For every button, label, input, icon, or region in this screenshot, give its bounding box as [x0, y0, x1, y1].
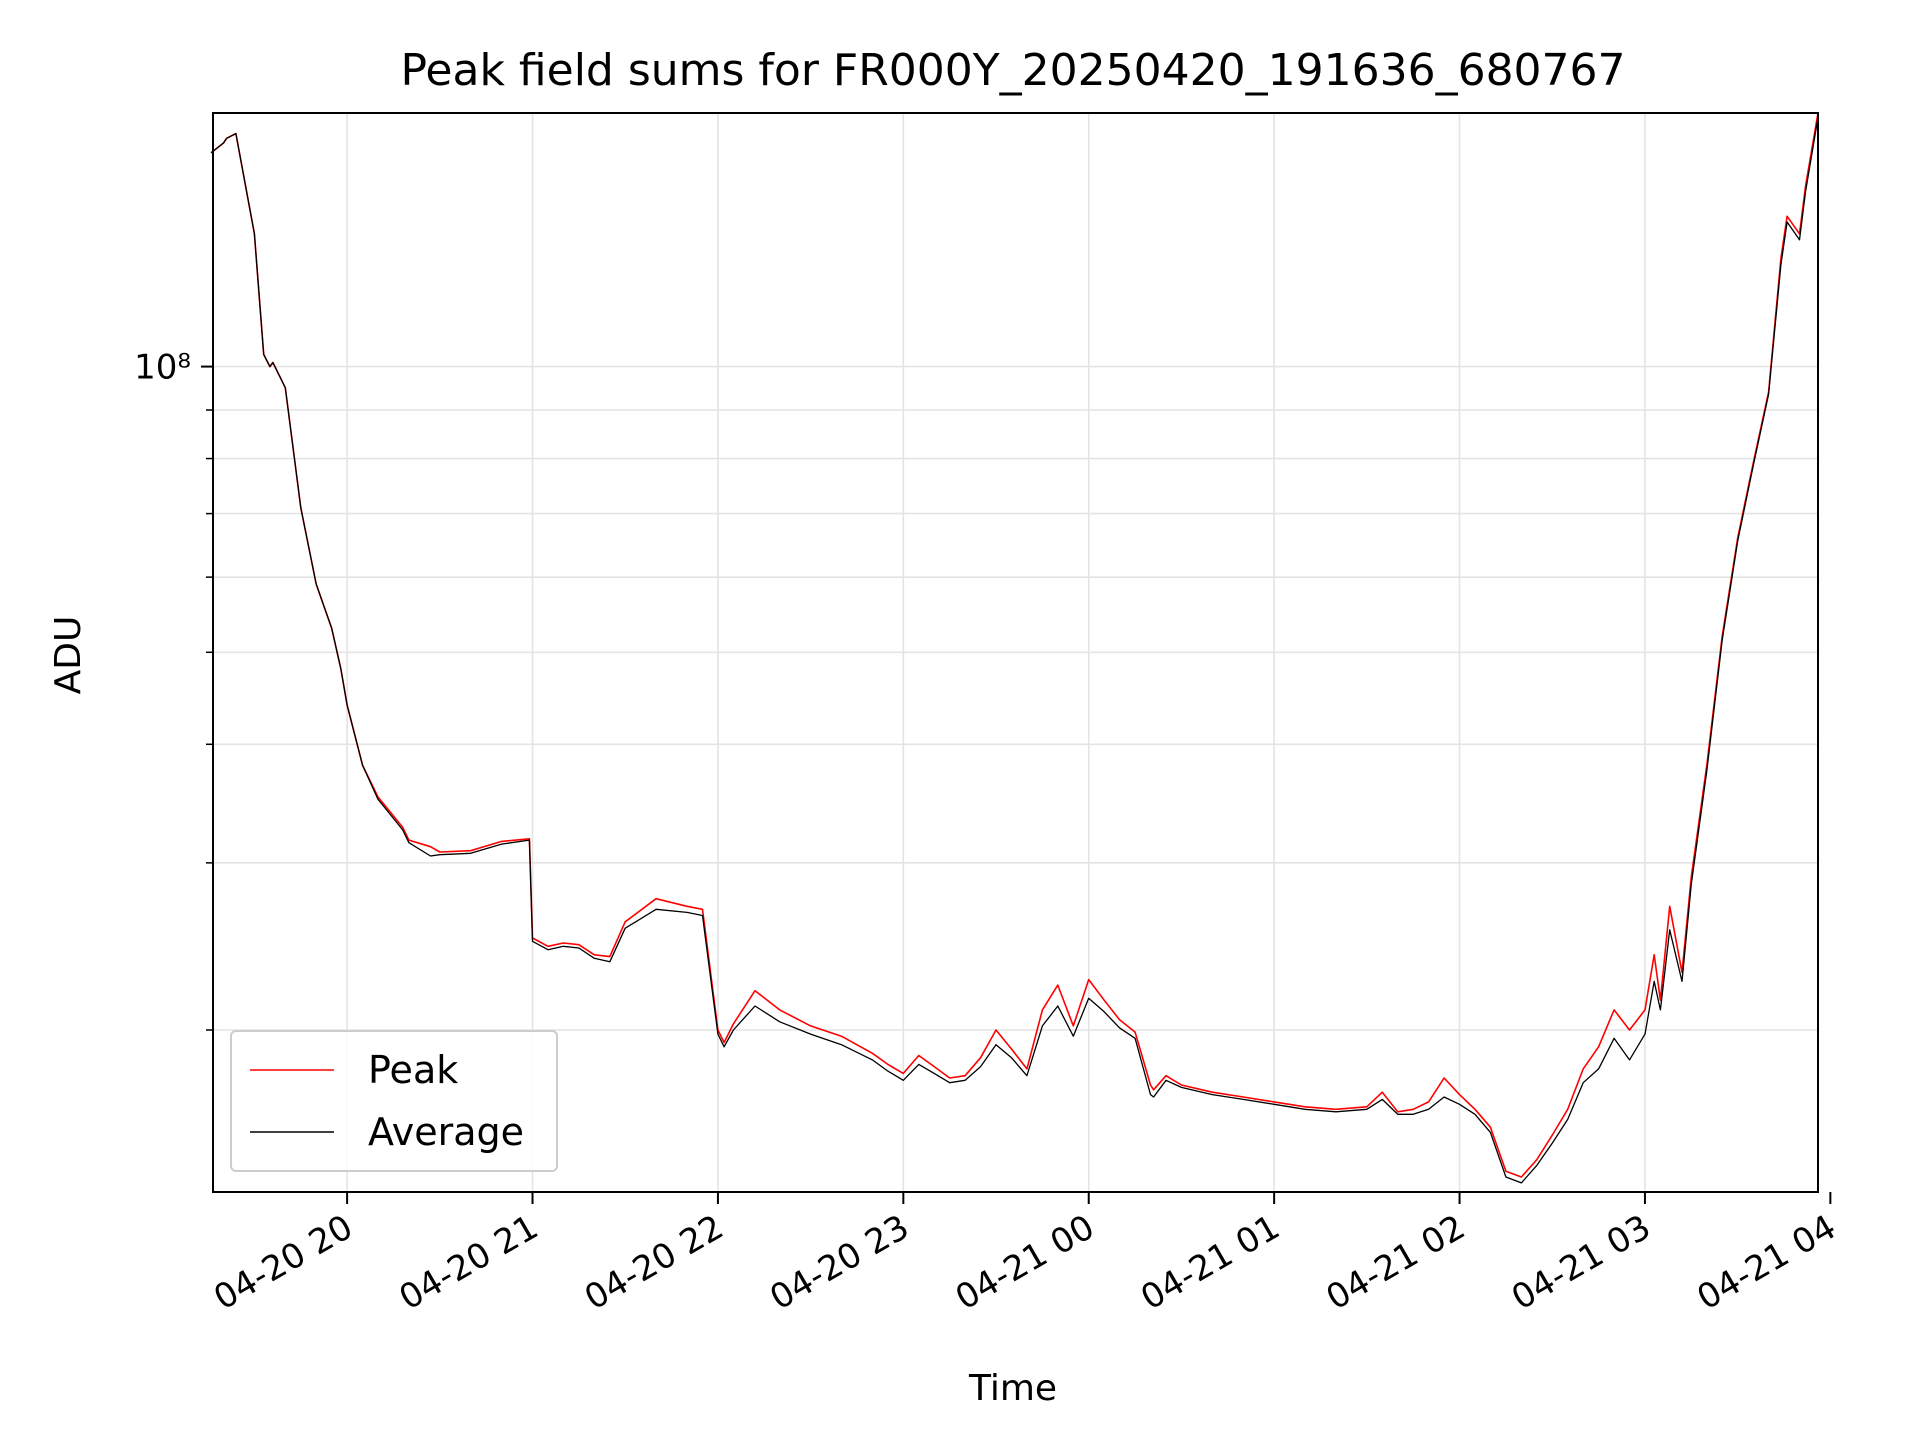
legend-label-peak: Peak: [368, 1048, 458, 1092]
series-line-peak: [210, 112, 1819, 1178]
chart-title: Peak field sums for FR000Y_20250420_1916…: [400, 45, 1625, 96]
x-axis-label: Time: [968, 1368, 1057, 1409]
grid: [213, 113, 1818, 1192]
legend: Peak Average: [230, 1030, 558, 1172]
legend-label-average: Average: [368, 1110, 524, 1154]
y-axis-label: ADU: [48, 616, 89, 695]
series-line-average: [210, 117, 1819, 1184]
legend-box: [230, 1030, 558, 1172]
y-tick-label: 10⁸: [134, 348, 191, 388]
plot-lines: [210, 112, 1819, 1184]
